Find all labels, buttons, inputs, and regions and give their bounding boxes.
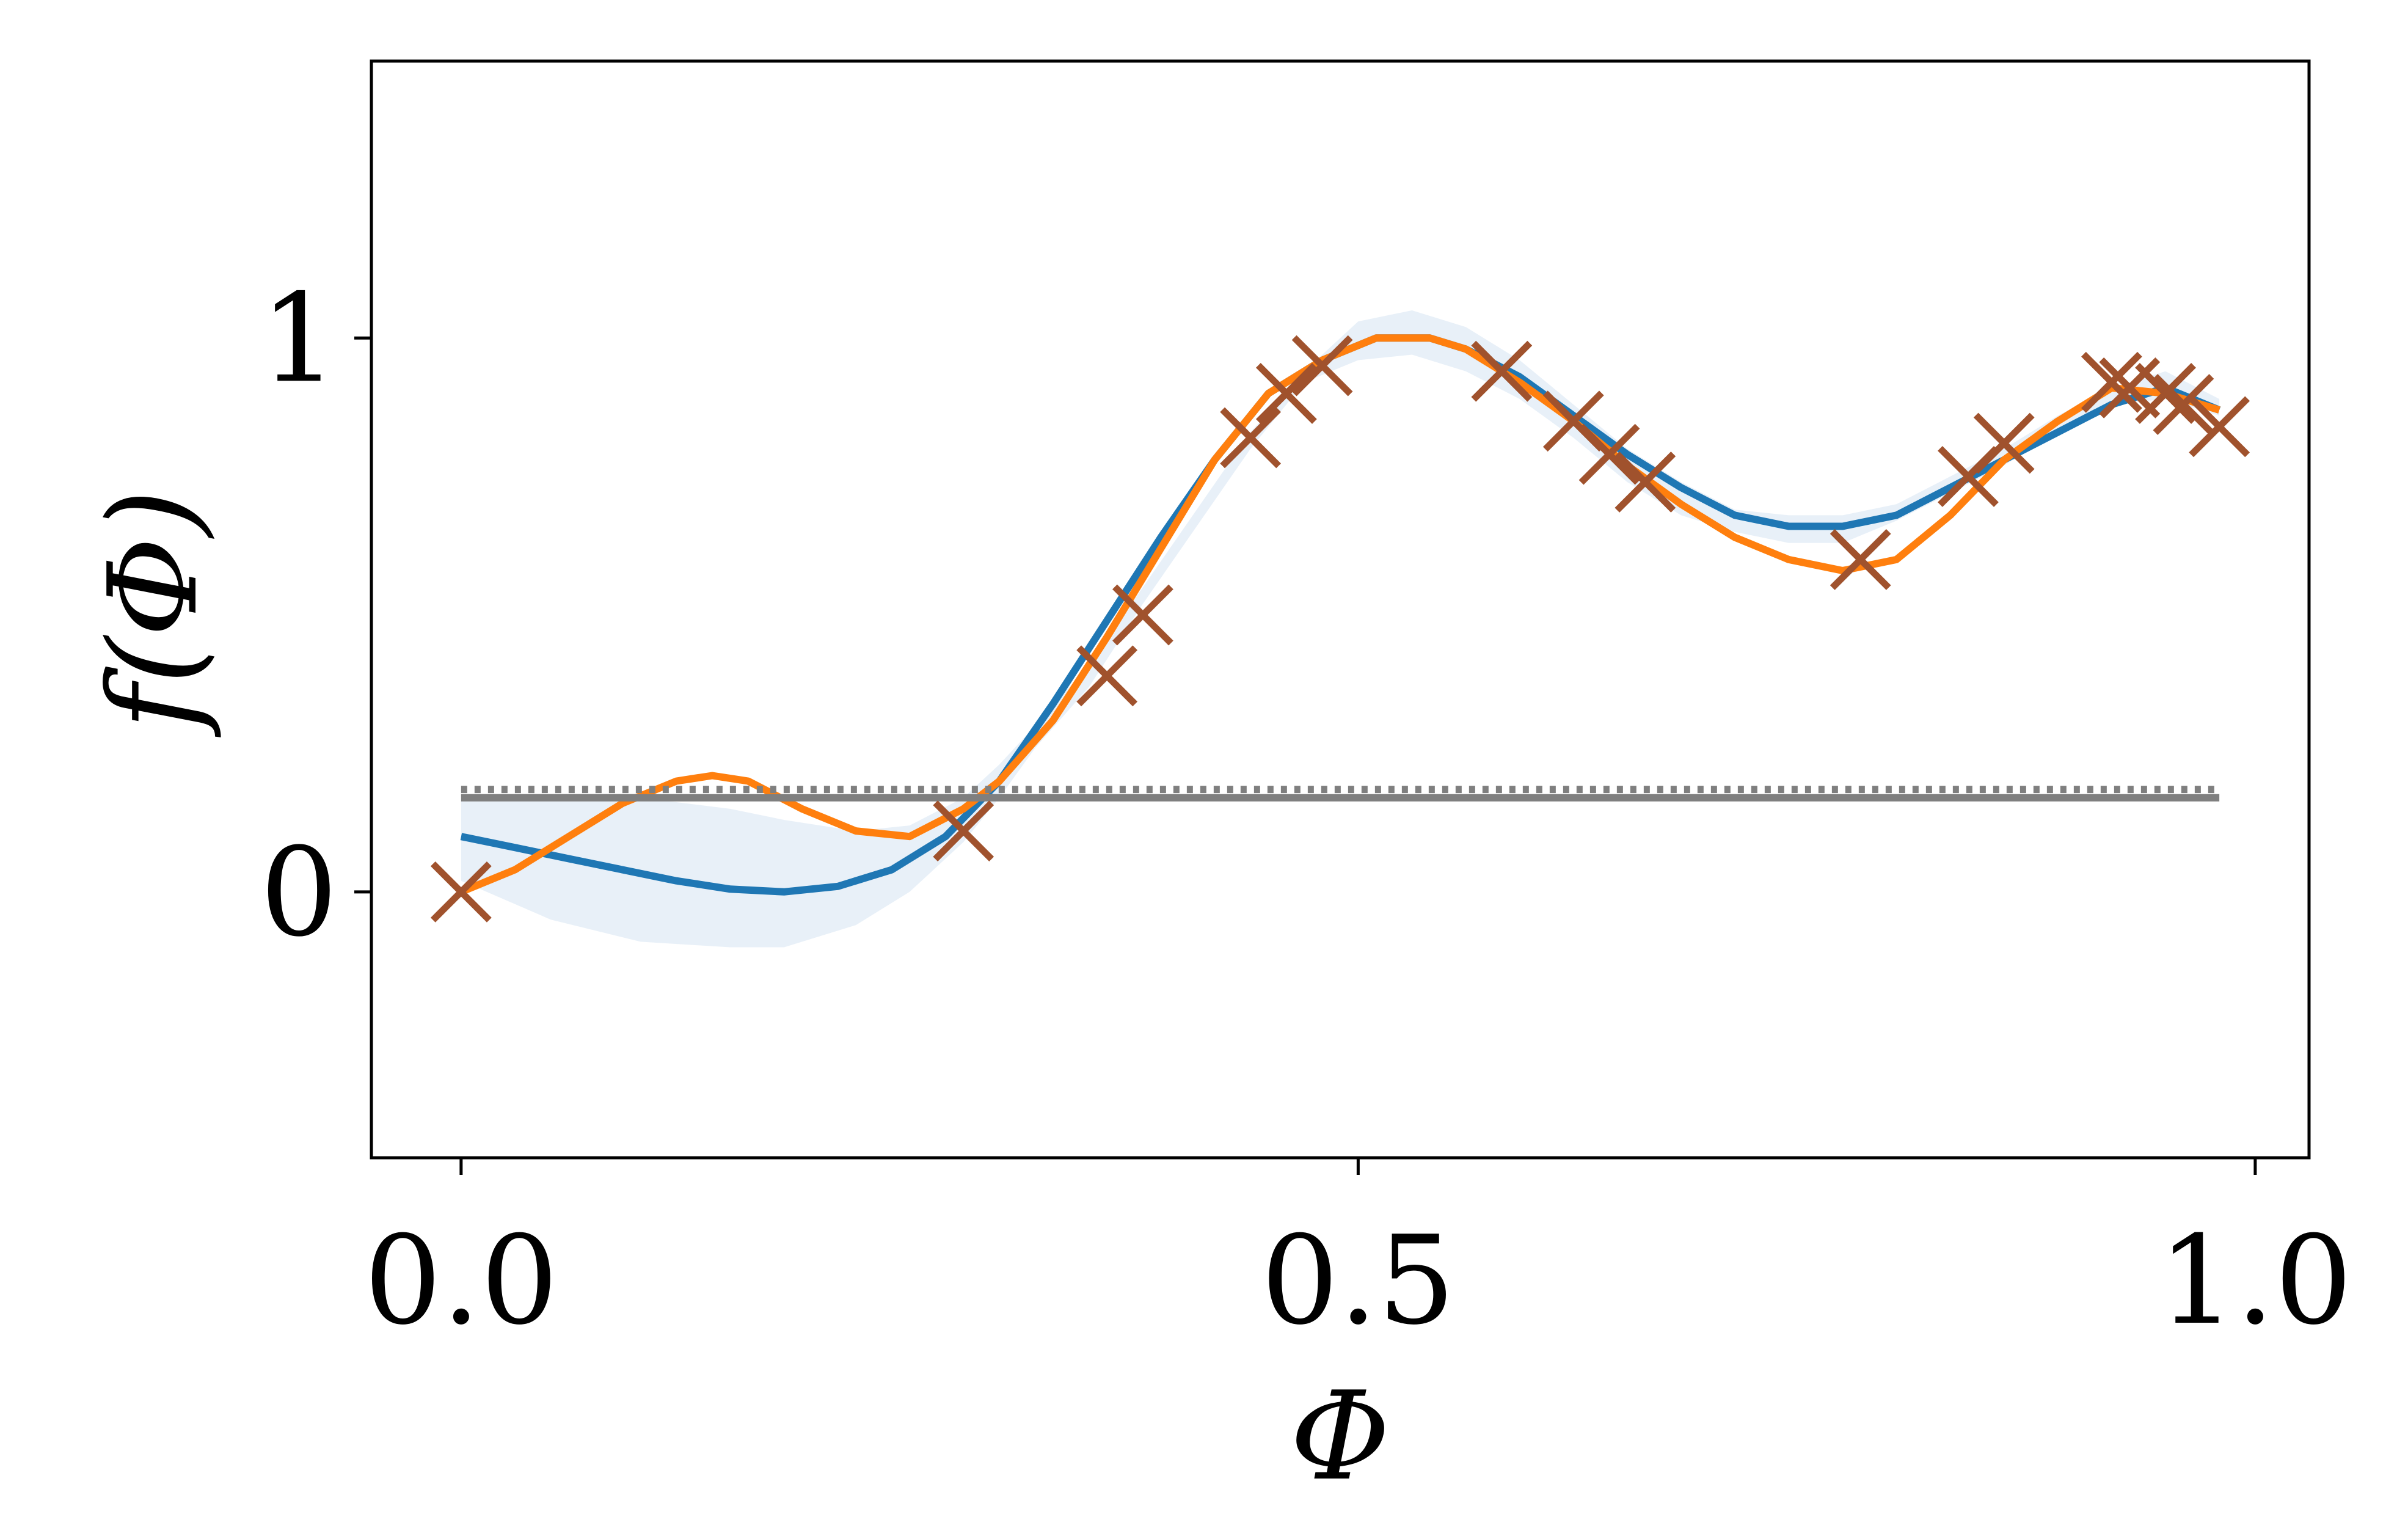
marker-stroke (1291, 335, 1353, 397)
series-line-2 (459, 334, 2220, 896)
marker-stroke (2081, 351, 2142, 413)
scatter-point-1 (933, 800, 994, 862)
marker-stroke (1542, 390, 1604, 452)
scatter-point-2 (1076, 645, 1138, 707)
plot-area: 0.0 0.5 1.0 0 1 (260, 59, 2352, 1352)
marker-stroke (933, 800, 994, 862)
scatter-point-14 (2081, 351, 2142, 413)
y-tick-label-0: 0 (260, 822, 338, 964)
scatter-point-7 (1471, 340, 1533, 402)
x-tick-label-0: 0.0 (364, 1210, 558, 1352)
marker-stroke (1614, 451, 1676, 513)
marker-stroke (1830, 529, 1891, 590)
scatter-point-5 (1255, 363, 1317, 424)
scatter-point-11 (1830, 529, 1891, 590)
plot-frame (370, 59, 2311, 1160)
marker-stroke (2153, 374, 2214, 435)
marker-stroke (1112, 584, 1173, 646)
marker-stroke (2135, 363, 2196, 424)
series-group (430, 310, 2250, 948)
scatter-point-6 (1291, 335, 1353, 397)
marker-stroke (2189, 396, 2250, 458)
scatter-point-13 (1973, 412, 2035, 474)
marker-stroke (1076, 645, 1138, 707)
scatter-point-3 (1112, 584, 1173, 646)
scatter-point-4 (1220, 407, 1282, 469)
scatter-point-17 (2153, 374, 2214, 435)
x-tick-label-1: 0.5 (1261, 1210, 1455, 1352)
marker-stroke (430, 861, 492, 923)
x-axis-label: Φ (1290, 1365, 1390, 1508)
marker-stroke (2099, 357, 2161, 419)
confidence-band (461, 310, 2220, 948)
scatter-point-18 (2189, 396, 2250, 458)
y-axis-label: f(Φ) (82, 489, 225, 737)
marker-stroke (1973, 412, 2035, 474)
y-tick-label-1: 1 (260, 268, 338, 410)
scatter-point-0 (430, 861, 492, 923)
marker-stroke (1220, 407, 1282, 469)
x-tick-label-2: 1.0 (2158, 1210, 2352, 1352)
scatter-point-16 (2135, 363, 2196, 424)
marker-stroke (1255, 363, 1317, 424)
marker-stroke (1578, 423, 1640, 485)
scatter-point-9 (1578, 423, 1640, 485)
marker-stroke (1471, 340, 1533, 402)
scatter-point-10 (1614, 451, 1676, 513)
